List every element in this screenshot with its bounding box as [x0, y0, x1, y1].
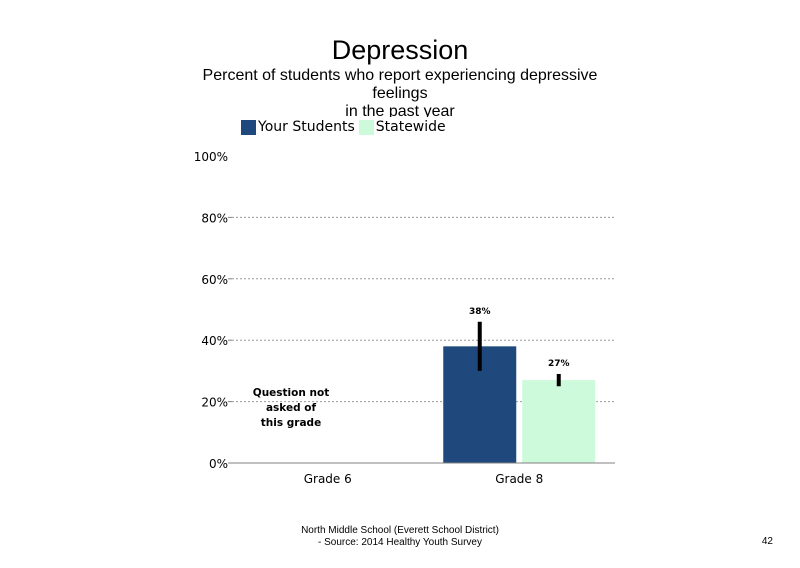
slide-subtitle: Percent of students who report experienc…	[190, 67, 610, 117]
legend-swatch-your-students	[241, 119, 256, 135]
note-line: Question not	[252, 387, 330, 399]
legend-label-your-students: Your Students	[258, 119, 355, 135]
y-tick-label: 0%	[209, 457, 228, 471]
legend-item-statewide: Statewide	[358, 118, 446, 136]
footer-line: - Source: 2014 Healthy Youth Survey	[318, 537, 482, 548]
slide-title: Depression	[331, 35, 469, 65]
data-label: 38%	[469, 307, 491, 317]
x-tick-label: Grade 6	[304, 472, 352, 486]
y-tick-label: 60%	[201, 273, 228, 287]
chart-legend: Your Students Statewide	[241, 118, 446, 136]
y-tick-label: 80%	[201, 211, 228, 225]
legend-label-statewide: Statewide	[375, 119, 446, 135]
page-number: 42	[761, 536, 773, 547]
subtitle-line: Percent of students who report experienc…	[202, 67, 598, 84]
y-tick-label: 100%	[194, 150, 228, 164]
note-line: this grade	[260, 417, 322, 429]
note-line: asked of	[265, 402, 317, 414]
bar	[522, 380, 596, 463]
subtitle-line: in the past year	[345, 103, 455, 117]
subtitle-line: feelings	[372, 85, 428, 102]
not-asked-note: Question not asked of this grade	[248, 386, 334, 431]
x-tick-label: Grade 8	[495, 472, 543, 486]
data-label: 27%	[548, 359, 570, 369]
legend-item-your-students: Your Students	[241, 118, 355, 136]
legend-swatch-statewide	[358, 119, 374, 135]
y-tick-label: 40%	[201, 334, 228, 348]
footer-line: North Middle School (Everett School Dist…	[301, 525, 499, 536]
footer-source: North Middle School (Everett School Dist…	[190, 525, 610, 549]
y-tick-label: 20%	[201, 396, 228, 410]
